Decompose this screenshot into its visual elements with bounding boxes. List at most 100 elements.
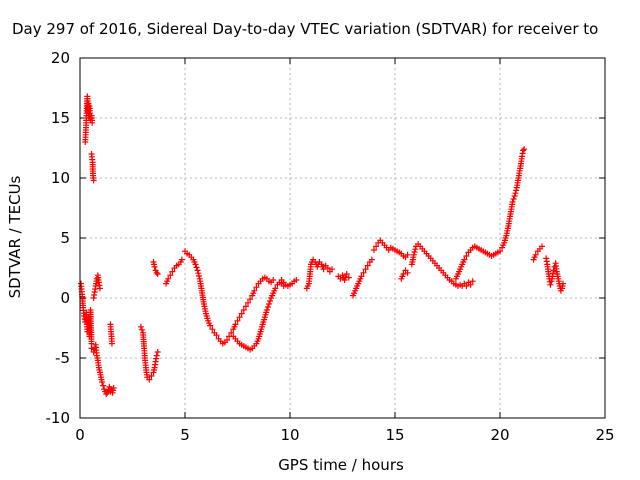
- data-point: [532, 251, 539, 258]
- data-point: [234, 317, 241, 324]
- data-point: [513, 187, 520, 194]
- x-axis-label: GPS time / hours: [278, 456, 404, 474]
- data-point: [411, 249, 418, 255]
- data-point: [137, 323, 144, 330]
- data-point: [404, 251, 411, 258]
- data-point: [154, 271, 161, 277]
- data-point: [207, 322, 214, 329]
- data-point: [238, 310, 245, 317]
- y-tick-label: 20: [51, 49, 70, 67]
- x-tick-label: 20: [490, 426, 509, 444]
- y-tick-label: 15: [51, 109, 70, 127]
- data-point: [320, 266, 327, 273]
- data-point: [337, 275, 344, 282]
- data-point: [412, 246, 419, 253]
- data-points: [78, 93, 566, 397]
- data-point: [169, 268, 176, 275]
- data-point: [520, 147, 527, 154]
- data-point: [253, 284, 260, 291]
- data-point: [194, 267, 201, 274]
- data-point: [251, 287, 258, 294]
- data-point: [362, 266, 369, 273]
- data-point: [146, 376, 153, 383]
- data-point: [469, 278, 476, 285]
- plot-frame: [79, 57, 606, 419]
- data-point: [364, 262, 371, 269]
- data-point: [510, 196, 517, 202]
- data-point: [88, 345, 95, 352]
- data-point: [461, 256, 468, 263]
- data-point: [324, 265, 331, 271]
- data-point: [373, 243, 380, 250]
- data-point: [154, 349, 161, 355]
- y-tick-label: -10: [46, 409, 71, 427]
- data-point: [270, 277, 277, 283]
- data-point: [148, 373, 155, 379]
- data-point: [89, 119, 96, 126]
- data-point: [345, 274, 352, 281]
- data-point: [209, 326, 216, 333]
- data-point: [232, 321, 239, 328]
- data-point: [90, 177, 97, 184]
- data-point: [463, 283, 470, 289]
- data-point: [293, 277, 300, 283]
- data-point: [247, 296, 254, 303]
- data-point: [341, 277, 348, 283]
- data-point: [511, 193, 518, 199]
- data-point: [463, 253, 470, 259]
- data-point: [368, 256, 375, 263]
- data-point: [192, 261, 199, 268]
- data-point: [267, 298, 274, 304]
- data-point: [196, 273, 202, 279]
- data-point: [153, 352, 160, 359]
- data-point: [264, 304, 271, 310]
- data-point: [329, 266, 335, 273]
- data-point: [263, 307, 270, 313]
- y-tick-label: 10: [51, 169, 70, 187]
- x-tick-label: 0: [75, 426, 85, 444]
- x-tick-label: 25: [595, 426, 614, 444]
- data-point: [193, 264, 200, 271]
- y-axis-label: SDTVAR / TECUs: [6, 175, 24, 298]
- data-point: [103, 391, 110, 397]
- data-point: [360, 269, 367, 276]
- data-point: [358, 273, 365, 280]
- y-tick-label: 0: [60, 289, 70, 307]
- data-point: [153, 269, 160, 276]
- data-point: [539, 243, 545, 250]
- data-point: [165, 275, 172, 282]
- data-point: [547, 281, 554, 288]
- data-point: [242, 303, 249, 310]
- data-point: [560, 280, 566, 287]
- grid: [80, 58, 605, 418]
- data-point: [521, 146, 528, 153]
- data-point: [195, 270, 202, 277]
- data-point: [213, 332, 220, 339]
- tick-labels: 0 5 10 15 20 25 -10 -5 0 5 10 15 20: [46, 49, 615, 444]
- data-point: [96, 285, 103, 292]
- data-point: [108, 340, 115, 347]
- data-point: [343, 271, 350, 277]
- data-point: [236, 314, 243, 321]
- data-point: [240, 307, 247, 313]
- x-tick-label: 5: [180, 426, 190, 444]
- data-point: [178, 256, 185, 263]
- data-point: [110, 385, 117, 391]
- chart-title: Day 297 of 2016, Sidereal Day-to-day VTE…: [12, 20, 598, 38]
- data-point: [272, 285, 279, 292]
- data-point: [224, 337, 230, 343]
- x-tick-label: 10: [280, 426, 299, 444]
- y-tick-label: 5: [60, 229, 70, 247]
- data-point: [245, 299, 251, 306]
- data-point: [497, 248, 503, 255]
- data-point: [138, 326, 145, 333]
- data-point: [151, 263, 158, 270]
- data-point: [228, 329, 235, 336]
- data-point: [99, 379, 106, 385]
- data-point: [266, 301, 272, 307]
- data-point: [167, 272, 174, 279]
- data-point: [371, 247, 377, 253]
- data-point: [467, 281, 474, 288]
